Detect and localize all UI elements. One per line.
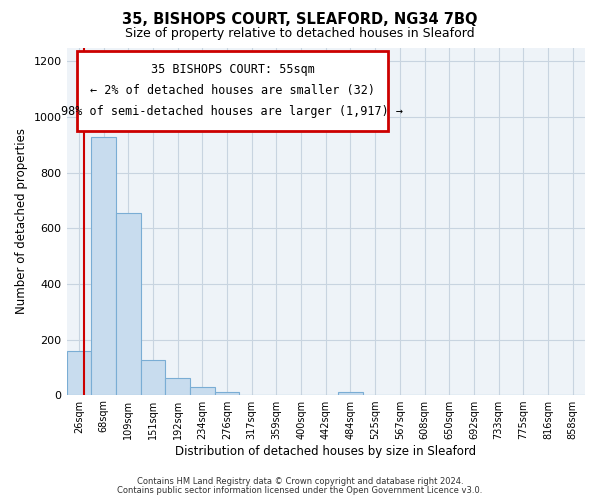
Bar <box>165 378 190 396</box>
Text: Size of property relative to detached houses in Sleaford: Size of property relative to detached ho… <box>125 28 475 40</box>
Bar <box>67 351 91 396</box>
Bar <box>190 388 215 396</box>
FancyBboxPatch shape <box>77 51 388 131</box>
Bar <box>338 392 363 396</box>
Bar <box>116 213 140 396</box>
Bar <box>140 360 165 396</box>
Text: 35, BISHOPS COURT, SLEAFORD, NG34 7BQ: 35, BISHOPS COURT, SLEAFORD, NG34 7BQ <box>122 12 478 28</box>
Text: 98% of semi-detached houses are larger (1,917) →: 98% of semi-detached houses are larger (… <box>61 105 403 118</box>
Text: 35 BISHOPS COURT: 55sqm: 35 BISHOPS COURT: 55sqm <box>151 63 314 76</box>
Bar <box>215 392 239 396</box>
X-axis label: Distribution of detached houses by size in Sleaford: Distribution of detached houses by size … <box>175 444 476 458</box>
Text: ← 2% of detached houses are smaller (32): ← 2% of detached houses are smaller (32) <box>90 84 375 97</box>
Text: Contains HM Land Registry data © Crown copyright and database right 2024.: Contains HM Land Registry data © Crown c… <box>137 477 463 486</box>
Bar <box>91 136 116 396</box>
Text: Contains public sector information licensed under the Open Government Licence v3: Contains public sector information licen… <box>118 486 482 495</box>
Y-axis label: Number of detached properties: Number of detached properties <box>15 128 28 314</box>
